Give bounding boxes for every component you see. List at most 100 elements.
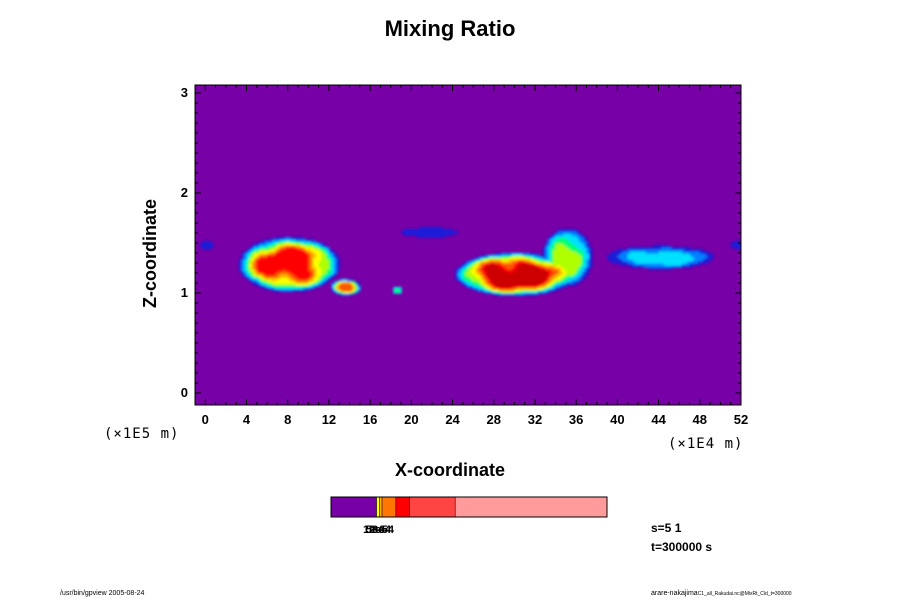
- heatmap-cell: [568, 265, 572, 268]
- heatmap-cell: [300, 259, 304, 262]
- heatmap-cell: [522, 267, 526, 270]
- heatmap-cell: [586, 263, 590, 266]
- heatmap-cell: [292, 275, 297, 278]
- heatmap-cell: [576, 235, 580, 238]
- heatmap-cell: [303, 277, 307, 280]
- heatmap-cell: [300, 275, 304, 278]
- heatmap-cell: [617, 251, 621, 254]
- heatmap-cell: [249, 257, 253, 260]
- heatmap-cell: [264, 265, 268, 268]
- heatmap-cell: [243, 251, 248, 254]
- heatmap-cell: [334, 287, 338, 290]
- heatmap-cell: [256, 245, 260, 248]
- heatmap-cell: [511, 253, 515, 256]
- heatmap-cell: [496, 269, 500, 272]
- heatmap-cell: [547, 265, 552, 268]
- heatmap-cell: [537, 283, 541, 286]
- heatmap-cell: [637, 265, 642, 268]
- heatmap-cell: [305, 259, 309, 262]
- heatmap-cell: [328, 255, 333, 258]
- heatmap-cell: [300, 261, 304, 264]
- heatmap-cell: [413, 233, 418, 236]
- heatmap-cell: [540, 267, 544, 270]
- heatmap-cell: [509, 277, 513, 280]
- heatmap-cell: [496, 279, 500, 282]
- y-axis-label: Z-coordinate: [140, 198, 160, 308]
- heatmap-cell: [509, 269, 513, 272]
- heatmap-cell: [310, 249, 315, 252]
- heatmap-cell: [480, 279, 485, 282]
- heatmap-cell: [547, 275, 552, 278]
- heatmap-cell: [504, 269, 508, 272]
- heatmap-cell: [303, 285, 307, 288]
- heatmap-cell: [251, 253, 255, 256]
- heatmap-cell: [565, 255, 570, 258]
- heatmap-cell: [202, 247, 206, 250]
- heatmap-cell: [308, 267, 312, 270]
- heatmap-cell: [434, 233, 438, 236]
- heatmap-cell: [295, 267, 299, 270]
- heatmap-cell: [504, 275, 508, 278]
- heatmap-cell: [303, 281, 307, 284]
- heatmap-cell: [264, 275, 268, 278]
- heatmap-cell: [279, 277, 284, 280]
- heatmap-cell: [465, 273, 469, 276]
- heatmap-cell: [552, 239, 557, 242]
- heatmap-cell: [395, 291, 400, 294]
- heatmap-cell: [344, 287, 348, 290]
- heatmap-cell: [475, 273, 479, 276]
- heatmap-cell: [689, 261, 693, 264]
- heatmap-cell: [565, 253, 570, 256]
- heatmap-cell: [583, 249, 588, 252]
- heatmap-cell: [545, 279, 549, 282]
- heatmap-cell: [552, 283, 557, 286]
- heatmap-cell: [295, 287, 299, 290]
- heatmap-cell: [411, 231, 415, 234]
- heatmap-cell: [439, 227, 443, 230]
- heatmap-cell: [532, 271, 536, 274]
- heatmap-cell: [207, 241, 212, 244]
- heatmap-cell: [632, 249, 637, 252]
- heatmap-cell: [519, 287, 523, 290]
- heatmap-cell: [277, 239, 281, 242]
- heatmap-cell: [550, 287, 554, 290]
- heatmap-cell: [738, 243, 741, 246]
- heatmap-cell: [534, 291, 539, 294]
- heatmap-cell: [279, 273, 284, 276]
- heatmap-cell: [702, 255, 706, 258]
- heatmap-cell: [684, 253, 688, 256]
- heatmap-cell: [267, 271, 271, 274]
- heatmap-cell: [316, 257, 320, 260]
- heatmap-cell: [581, 243, 585, 246]
- heatmap-cell: [483, 277, 487, 280]
- heatmap-cell: [473, 267, 477, 270]
- heatmap-cell: [277, 253, 281, 256]
- heatmap-cell: [504, 293, 508, 296]
- colorbar-segment: [379, 496, 383, 518]
- heatmap-cell: [261, 285, 266, 288]
- heatmap-cell: [514, 285, 518, 288]
- heatmap-cell: [529, 279, 533, 282]
- heatmap-cell: [540, 273, 544, 276]
- heatmap-cell: [658, 249, 662, 252]
- heatmap-cell: [318, 269, 322, 272]
- heatmap-cell: [285, 261, 289, 264]
- heatmap-cell: [627, 247, 631, 250]
- heatmap-cell: [480, 275, 485, 278]
- heatmap-cell: [547, 239, 552, 242]
- heatmap-cell: [282, 259, 286, 262]
- heatmap-cell: [550, 271, 554, 274]
- heatmap-cell: [493, 271, 497, 274]
- heatmap-cell: [261, 267, 266, 270]
- heatmap-cell: [504, 267, 508, 270]
- heatmap-cell: [331, 269, 335, 272]
- y-scale-label: (×1E5 m): [104, 426, 180, 442]
- heatmap-cell: [261, 255, 266, 258]
- heatmap-cell: [658, 263, 662, 266]
- heatmap-cell: [511, 285, 515, 288]
- heatmap-cell: [578, 235, 582, 238]
- heatmap-cell: [578, 255, 582, 258]
- heatmap-cell: [661, 253, 665, 256]
- heatmap-cell: [571, 255, 575, 258]
- heatmap-cell: [321, 265, 325, 268]
